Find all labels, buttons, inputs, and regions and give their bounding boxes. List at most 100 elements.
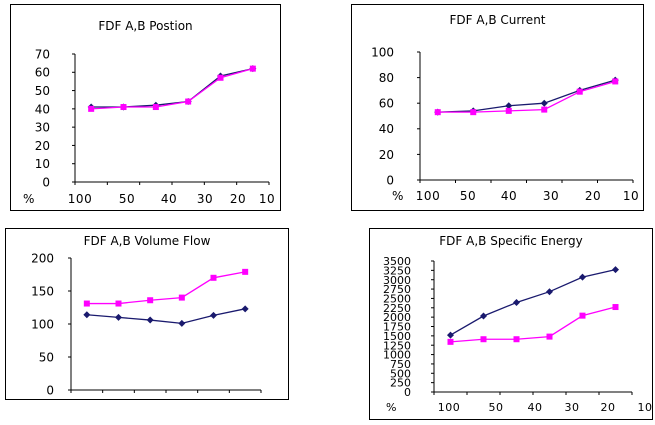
data-point [147,297,154,304]
y-tick-label: 50 [35,84,50,98]
y-tick-label: 100 [31,317,54,331]
data-point [505,102,513,110]
x-tick-label: 40 [161,192,177,206]
chart-title: FDF A,B Postion [98,19,192,33]
x-tick-label: 100 [438,401,461,414]
chart-position: FDF A,B Postion 0 10 20 30 40 50 60 70% 100 50 40 30… [10,4,281,211]
chart-volume-flow: FDF A,B Volume Flow050100150200%10050403… [5,228,289,400]
x-tick-label: 30 [565,401,580,414]
data-point [178,294,185,301]
chart-svg: FDF A,B Postion 0 10 20 30 40 50 60 70% 100 50 40 30… [10,4,281,211]
series-line-1 [86,271,246,305]
y-tick-label: 70 [35,47,50,61]
x-tick-label: 50 [489,401,504,414]
data-point [249,65,256,72]
y-tick-label: 2500 [383,292,411,305]
chart-svg: FDF A,B Specific Energy 02505007501000125… [369,228,653,420]
y-tick-label: 200 [31,251,54,265]
data-point [447,338,454,345]
data-point [505,107,512,114]
x-tick-label: 40 [501,189,517,203]
series-line-1 [450,306,616,343]
chart-svg: FDF A,B Volume Flow050100150200%10050403… [5,228,289,400]
series-line-0 [86,308,246,324]
y-tick-label: 20 [379,148,394,162]
y-tick-label: 2750 [383,283,411,296]
data-point [612,304,619,311]
data-point [546,333,553,340]
data-point [210,311,217,319]
series-line-0 [450,268,616,336]
data-point [185,98,192,105]
y-tick-label: 0 [46,383,54,397]
x-tick-label: 10 [623,189,639,203]
chart-specific-energy: FDF A,B Specific Energy 0 250 500 750 1000 125… [369,228,653,420]
series-line-1 [437,80,616,113]
x-tick-label: 20 [230,192,246,206]
y-tick-label: 750 [390,358,411,371]
y-tick-label: 100 [371,45,394,59]
x-tick-label: 50 [119,192,135,206]
series-line-0 [437,79,616,113]
y-tick-label: 0 [42,175,50,189]
chart-frame [369,228,653,420]
data-point [480,336,487,343]
data-point [88,105,95,112]
y-tick-label: 1250 [383,339,411,352]
x-tick-label: 40 [528,401,543,414]
x-tick-label: 10 [259,192,275,206]
x-tick-label: 100 [416,189,440,203]
y-tick-label: 3500 [383,255,411,268]
y-tick-label: 60 [379,97,394,111]
y-tick-label: 2250 [383,302,411,315]
x-tick-label: 100 [68,192,92,206]
series-line-1 [91,68,254,110]
data-point [242,268,249,275]
data-point [83,300,90,307]
chart-frame [5,228,289,400]
y-tick-label: 50 [39,350,54,364]
data-point [434,109,441,116]
data-point [115,313,122,321]
data-point [470,109,477,116]
data-point [120,104,127,111]
data-point [152,104,159,111]
data-point [146,316,154,324]
y-tick-label: 1750 [383,321,411,334]
y-tick-label: 30 [35,121,50,135]
x-tick-label: 20 [585,189,601,203]
y-tick-label: 1500 [383,330,411,343]
chart-current: FDF A,B Current 0 20 40 60 80 100% 100 50 40 30 20 1… [351,4,644,211]
data-point [541,106,548,113]
y-tick-label: 10 [35,157,50,171]
y-tick-label: 3000 [383,274,411,287]
x-tick-label: 50 [460,189,476,203]
data-point [513,336,520,343]
data-point [513,299,520,307]
data-point [217,74,224,81]
data-point [115,300,122,307]
data-point [241,305,249,313]
y-tick-label: 40 [379,122,394,136]
chart-title: FDF A,B Specific Energy [439,234,582,248]
chart-title: FDF A,B Current [450,13,546,27]
y-tick-label: 80 [379,71,394,85]
y-tick-label: 150 [31,284,54,298]
data-point [579,273,586,281]
y-tick-label: 250 [390,377,411,390]
chart-svg: FDF A,B Current 0 20 40 60 80 100% 100 50 40 30 20 1… [351,4,644,211]
x-tick-label: 20 [601,401,616,414]
data-point [210,274,217,281]
data-point [540,99,548,107]
y-tick-label: 500 [390,367,411,380]
data-point [579,312,586,319]
y-tick-label: 2000 [383,311,411,324]
x-tick-label: 10 [638,401,653,414]
y-tick-label: 0 [386,173,394,187]
y-tick-label: 60 [35,66,50,80]
x-axis-prefix: % [386,401,396,414]
data-point [447,331,454,339]
y-tick-label: 1000 [383,349,411,362]
y-tick-label: 3250 [383,264,411,277]
data-point [178,319,186,327]
